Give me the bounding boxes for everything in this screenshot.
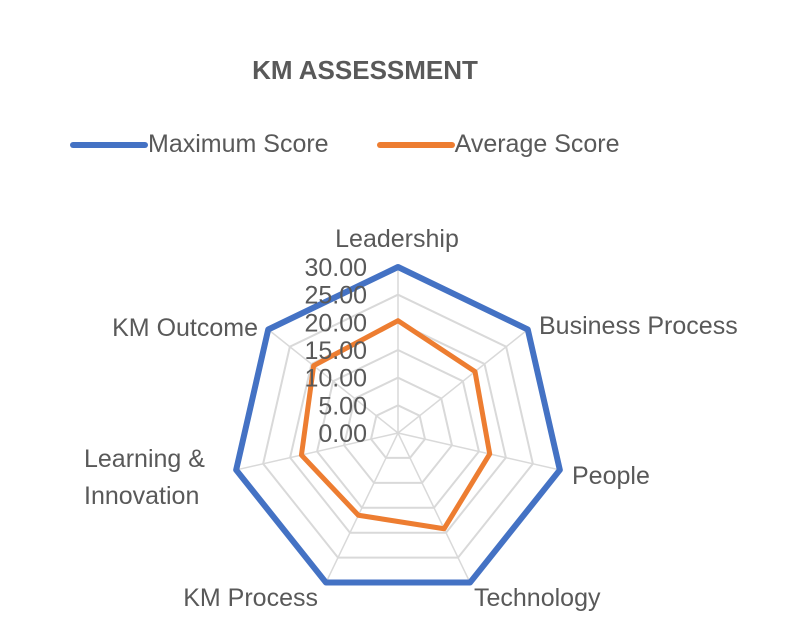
legend-swatch-maximum (70, 141, 148, 148)
series-line-1 (298, 318, 493, 532)
legend-item-maximum: Maximum Score (70, 130, 329, 159)
category-label-5: Learning & Innovation (84, 445, 205, 510)
grid-spoke-5 (235, 432, 399, 471)
legend-item-average: Average Score (376, 130, 620, 159)
radial-tick-label-5: 25.00 (304, 282, 367, 310)
legend-swatch-average (376, 141, 455, 148)
grid-spoke-3 (397, 432, 471, 583)
radial-tick-label-4: 20.00 (304, 309, 367, 337)
radial-tick-label-3: 15.00 (304, 337, 367, 365)
category-label-2: People (572, 462, 650, 490)
chart-title: KM ASSESSMENT (252, 55, 478, 85)
grid-ring-4 (289, 321, 507, 534)
grid-ring-3 (315, 348, 481, 509)
radial-tick-label-6: 30.00 (304, 254, 367, 282)
category-label-6: KM Outcome (112, 314, 258, 342)
legend-label-average: Average Score (454, 130, 620, 158)
legend: Maximum Score Average Score (70, 130, 668, 159)
grid-spoke-1 (397, 328, 529, 434)
grid-spoke-6 (267, 328, 399, 434)
radial-tick-label-1: 5.00 (318, 392, 367, 420)
legend-label-maximum: Maximum Score (148, 130, 329, 158)
grid-ring-5 (262, 293, 534, 559)
category-label-4: KM Process (183, 584, 318, 612)
grid-spoke-2 (397, 432, 561, 471)
category-label-1: Business Process (539, 312, 738, 340)
category-label-3: Technology (474, 584, 601, 612)
category-label-0: Leadership (335, 225, 459, 253)
grid-ring-2 (342, 376, 454, 484)
grid-spoke-4 (325, 432, 399, 583)
grid-ring-1 (369, 404, 427, 459)
radial-tick-label-2: 10.00 (304, 365, 367, 393)
radial-tick-label-0: 0.00 (318, 420, 367, 448)
series-line-0 (233, 264, 563, 586)
